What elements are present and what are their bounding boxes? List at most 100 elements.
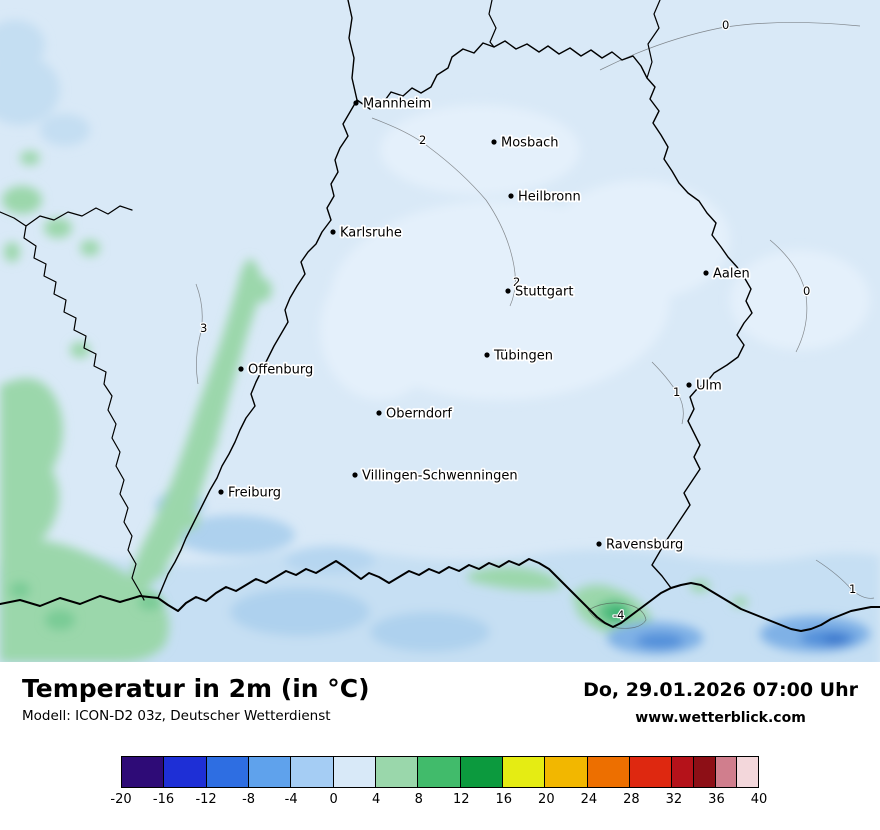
colorbar-segment bbox=[715, 757, 738, 787]
valid-datetime: Do, 29.01.2026 07:00 Uhr bbox=[583, 679, 858, 701]
city-dot bbox=[686, 382, 692, 388]
colorbar-segment bbox=[333, 757, 376, 787]
model-info: Modell: ICON-D2 03z, Deutscher Wetterdie… bbox=[22, 708, 331, 724]
city-marker-karlsruhe: Karlsruhe bbox=[330, 224, 404, 242]
title-block: Temperatur in 2m (in °C) Modell: ICON-D2… bbox=[22, 674, 370, 724]
city-marker-mosbach: Mosbach bbox=[491, 134, 560, 152]
date-block: Do, 29.01.2026 07:00 Uhr www.wetterblick… bbox=[583, 674, 858, 726]
map-green-cores bbox=[10, 582, 630, 630]
border-north-east bbox=[347, 0, 753, 589]
city-dot bbox=[330, 229, 336, 235]
border-south bbox=[0, 558, 880, 632]
colorbar-tick-label: 16 bbox=[495, 792, 513, 807]
isotherm-label: 0 bbox=[722, 18, 729, 32]
city-dot bbox=[352, 472, 358, 478]
border-west-rhine bbox=[157, 99, 358, 599]
city-marker-ulm: Ulm bbox=[686, 377, 723, 395]
colorbar-tick-label: -12 bbox=[195, 792, 217, 807]
colorbar-segment bbox=[737, 757, 758, 787]
colorbar-scale bbox=[121, 756, 759, 788]
city-marker-aalen: Aalen bbox=[703, 265, 751, 283]
colorbar-segment bbox=[248, 757, 292, 787]
footer-text-row: Temperatur in 2m (in °C) Modell: ICON-D2… bbox=[22, 674, 858, 726]
city-label: Offenburg bbox=[248, 363, 313, 378]
city-marker-villingen-schwenningen: Villingen-Schwenningen bbox=[352, 467, 519, 485]
city-dot bbox=[703, 270, 709, 276]
city-label: Aalen bbox=[713, 267, 750, 282]
city-label: Freiburg bbox=[228, 486, 281, 501]
border-branch-top-right bbox=[646, 0, 661, 79]
colorbar-ticks: -20 -16 -12 -8 -4 0 4 8 12 16 20 24 28 32 36 40 bbox=[110, 791, 767, 811]
colorbar-segment bbox=[587, 757, 630, 787]
website-url: www.wetterblick.com bbox=[635, 710, 806, 726]
city-dot bbox=[505, 288, 511, 294]
colorbar-tick-label: 20 bbox=[538, 792, 555, 807]
city-label: Stuttgart bbox=[515, 285, 573, 300]
isotherm-lines bbox=[195, 22, 875, 629]
border-branch-top-center bbox=[488, 0, 497, 48]
city-label: Mannheim bbox=[363, 97, 431, 112]
city-dot bbox=[491, 139, 497, 145]
colorbar-tick-label: -8 bbox=[242, 792, 256, 807]
temperature-map: 0 2 2 3 0 1 -4 1 Mannheim Mosbach Heilbronn Karlsr… bbox=[0, 0, 880, 662]
border-france-left bbox=[0, 211, 145, 601]
page-title: Temperatur in 2m (in °C) bbox=[22, 674, 370, 703]
colorbar-segment bbox=[291, 757, 334, 787]
colorbar-segment bbox=[629, 757, 673, 787]
map-cold-pockets bbox=[607, 616, 870, 654]
colorbar-segment bbox=[545, 757, 588, 787]
city-marker-freiburg: Freiburg bbox=[218, 484, 283, 502]
colorbar-tick-label: 0 bbox=[329, 792, 338, 807]
map-svg: 0 2 2 3 0 1 -4 1 Mannheim Mosbach Heilbronn Karlsr… bbox=[0, 0, 880, 662]
city-marker-t-bingen: Tübingen bbox=[484, 347, 555, 365]
city-marker-stuttgart: Stuttgart bbox=[505, 283, 575, 301]
isotherm-label: 0 bbox=[803, 284, 810, 298]
city-marker-heilbronn: Heilbronn bbox=[508, 188, 582, 206]
colorbar-segment bbox=[122, 757, 165, 787]
colorbar-tick-label: 4 bbox=[372, 792, 381, 807]
colorbar-segment bbox=[460, 757, 503, 787]
isotherm-label: 1 bbox=[849, 582, 856, 596]
colorbar-tick-label: -16 bbox=[152, 792, 175, 807]
colorbar-segment bbox=[502, 757, 546, 787]
colorbar-segment bbox=[693, 757, 716, 787]
colorbar-tick-label: 12 bbox=[452, 792, 470, 807]
city-dot bbox=[376, 410, 382, 416]
isotherm-label: -4 bbox=[613, 608, 624, 622]
city-label: Ravensburg bbox=[606, 538, 683, 553]
city-dot bbox=[218, 489, 224, 495]
colorbar-tick-label: 28 bbox=[623, 792, 640, 807]
city-marker-mannheim: Mannheim bbox=[353, 95, 433, 113]
city-label: Tübingen bbox=[493, 349, 553, 364]
colorbar-tick-label: 24 bbox=[580, 792, 598, 807]
isotherm-label: 2 bbox=[419, 133, 426, 147]
city-label: Mosbach bbox=[501, 136, 559, 151]
colorbar-tick-label: 36 bbox=[708, 792, 725, 807]
colorbar-tick-label: -20 bbox=[110, 792, 132, 807]
city-label: Karlsruhe bbox=[340, 226, 402, 241]
temperature-colorbar: -20 -16 -12 -8 -4 0 4 8 12 16 20 24 28 32 36 40 bbox=[22, 756, 858, 811]
city-label: Heilbronn bbox=[518, 190, 581, 205]
isotherm-label: 3 bbox=[200, 321, 207, 335]
city-marker-offenburg: Offenburg bbox=[238, 361, 315, 379]
city-label: Oberndorf bbox=[386, 407, 452, 422]
colorbar-tick-label: -4 bbox=[284, 792, 298, 807]
city-dot bbox=[353, 100, 359, 106]
colorbar-segment bbox=[418, 757, 461, 787]
map-borders bbox=[0, 0, 880, 632]
map-footer: Temperatur in 2m (in °C) Modell: ICON-D2… bbox=[0, 662, 880, 830]
city-label: Villingen-Schwenningen bbox=[362, 469, 518, 484]
isotherm-label: 1 bbox=[673, 385, 680, 399]
colorbar-tick-label: 40 bbox=[750, 792, 768, 807]
city-dot bbox=[508, 193, 514, 199]
city-marker-ravensburg: Ravensburg bbox=[596, 536, 685, 554]
city-dot bbox=[484, 352, 490, 358]
contour-layer: 0 2 2 3 0 1 -4 1 bbox=[199, 17, 858, 623]
colorbar-tick-label: 8 bbox=[414, 792, 423, 807]
city-layer: Mannheim Mosbach Heilbronn Karlsruhe Stuttga… bbox=[218, 95, 751, 554]
border-france-branch bbox=[25, 205, 133, 227]
city-marker-oberndorf: Oberndorf bbox=[376, 405, 454, 423]
colorbar-segment bbox=[206, 757, 249, 787]
map-mild-patches bbox=[320, 105, 870, 400]
